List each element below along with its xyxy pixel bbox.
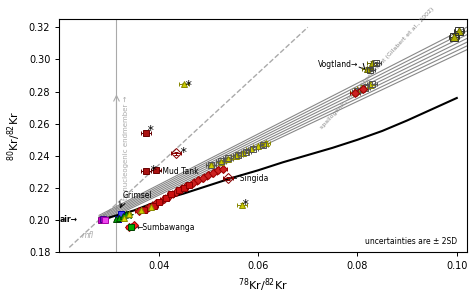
Y-axis label: $^{80}$Kr/$^{82}$Kr: $^{80}$Kr/$^{82}$Kr xyxy=(6,111,23,161)
Text: ← Singida: ← Singida xyxy=(231,174,268,183)
Text: ←Mud Tank: ←Mud Tank xyxy=(156,167,199,176)
Text: Grimsel: Grimsel xyxy=(123,190,153,200)
Text: air→: air→ xyxy=(59,215,77,224)
Text: Vogtland→: Vogtland→ xyxy=(318,60,358,69)
Text: *: * xyxy=(183,79,191,92)
X-axis label: $^{78}$Kr/$^{82}$Kr: $^{78}$Kr/$^{82}$Kr xyxy=(238,277,288,294)
Text: *: * xyxy=(241,198,248,211)
Text: ←Sumbawanga: ←Sumbawanga xyxy=(137,223,195,232)
Text: spallogenic, irrad. experiment (Gilabert et al., 2002): spallogenic, irrad. experiment (Gilabert… xyxy=(319,7,435,130)
Text: to nucleogenic endmember →: to nucleogenic endmember → xyxy=(123,96,129,200)
Text: *: * xyxy=(146,124,154,136)
Text: mfl: mfl xyxy=(82,231,94,240)
Text: *: * xyxy=(179,146,186,159)
Text: uncertainties are ± 2SD: uncertainties are ± 2SD xyxy=(365,236,457,245)
Text: *: * xyxy=(149,164,156,177)
